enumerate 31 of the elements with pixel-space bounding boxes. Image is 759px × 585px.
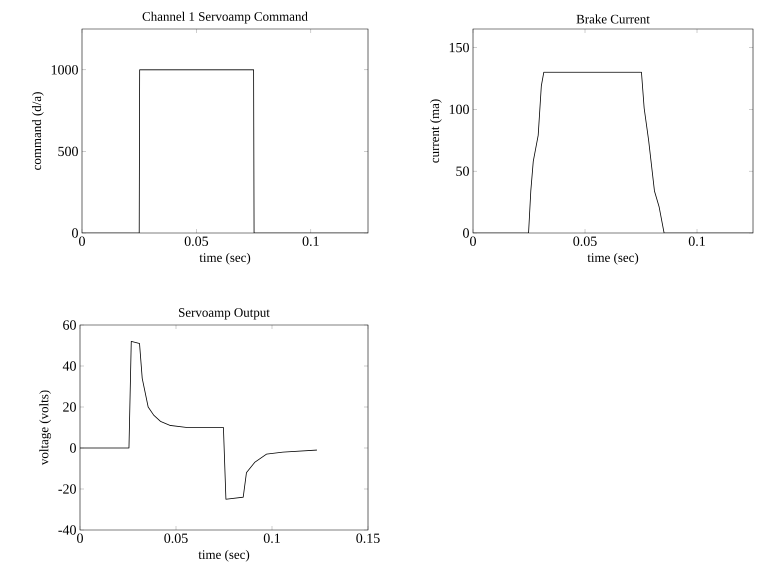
chart-title: Brake Current — [576, 14, 650, 24]
x-axis-title: time (sec) — [198, 550, 250, 562]
x-tick-label: 0.15 — [356, 534, 380, 543]
x-tick-label: 0.05 — [164, 534, 188, 543]
y-tick-label: 0 — [463, 228, 469, 238]
y-tick-label: 40 — [62, 361, 76, 371]
chart-title: Channel 1 Servoamp Command — [142, 12, 308, 24]
x-tick-label: 0.1 — [688, 236, 705, 246]
y-tick-label: 500 — [58, 146, 78, 156]
y-tick-label: 50 — [456, 166, 469, 176]
x-axis-title: time (sec) — [199, 252, 250, 265]
y-tick-label: 150 — [450, 42, 469, 52]
x-axis-title: time (sec) — [587, 252, 638, 265]
x-tick-label: 0 — [79, 236, 85, 246]
y-tick-label: 1000 — [52, 65, 78, 75]
y-tick-label: 100 — [450, 104, 469, 114]
y-axis-title: command (d/a) — [32, 92, 44, 170]
y-axis-title: voltage (volts) — [39, 390, 52, 466]
x-tick-label: 0.05 — [184, 236, 208, 246]
x-tick-label: 0 — [470, 236, 476, 246]
y-axis-title: current (ma) — [430, 99, 442, 163]
y-tick-label: -40 — [58, 525, 76, 535]
x-tick-label: 0.1 — [302, 236, 319, 246]
y-tick-label: -20 — [58, 484, 76, 494]
y-tick-label: 60 — [63, 320, 76, 330]
y-tick-label: 20 — [63, 402, 76, 412]
x-tick-label: 0.1 — [264, 534, 280, 543]
y-tick-label: 0 — [72, 228, 78, 238]
chart-title: Servoamp Output — [178, 308, 270, 320]
x-tick-label: 0.05 — [573, 236, 597, 246]
y-tick-label: 0 — [70, 443, 76, 453]
